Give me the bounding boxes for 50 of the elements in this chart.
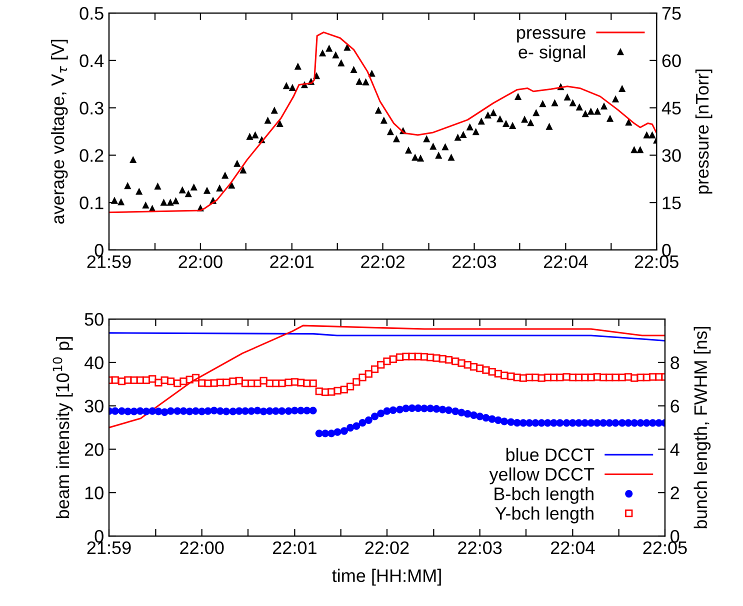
y2-axis-title: bunch length, FWHM [ns] <box>694 326 711 528</box>
line-series <box>109 332 665 342</box>
y-tick-label: 10 <box>85 486 104 500</box>
y-tick-label: 40 <box>84 356 104 370</box>
legend-label: B-bch length <box>494 486 594 504</box>
y-tick-label: 0.2 <box>80 149 104 162</box>
x-tick-label: 22:00 <box>178 255 222 268</box>
y2-tick-label: 60 <box>662 54 681 68</box>
y-tick-label: 0.5 <box>80 6 104 20</box>
legend-label: Y-bch length <box>495 506 594 524</box>
x-axis-title: time [HH:MM] <box>332 568 441 586</box>
x-tick-label: 22:05 <box>643 541 687 554</box>
y2-tick-label: 8 <box>670 356 680 370</box>
x-tick-label: 22:05 <box>634 255 678 268</box>
x-tick-label: 22:01 <box>273 541 316 554</box>
x-tick-label: 21:59 <box>87 255 131 268</box>
y-tick-label: 0 <box>94 244 104 257</box>
x-tick-label: 22:01 <box>270 255 314 268</box>
line-series <box>109 324 665 428</box>
y2-tick-label: 0 <box>670 530 680 543</box>
y-tick-label: 20 <box>84 443 104 456</box>
y-tick-label: 30 <box>84 400 104 413</box>
x-tick-label: 22:03 <box>452 255 496 268</box>
x-tick-label: 22:04 <box>551 541 595 554</box>
y-tick-label: 50 <box>84 312 104 326</box>
y2-tick-label: 30 <box>662 149 681 162</box>
x-tick-label: 22:04 <box>544 255 588 268</box>
y-tick-label: 0.1 <box>80 196 104 210</box>
y2-tick-label: 4 <box>670 443 680 456</box>
x-tick-label: 22:00 <box>180 541 224 554</box>
y2-tick-label: 75 <box>662 7 681 20</box>
y2-tick-label: 0 <box>662 244 671 257</box>
y2-tick-label: 45 <box>662 102 681 115</box>
x-tick-label: 22:02 <box>361 255 404 268</box>
y-tick-label: 0.3 <box>80 102 104 115</box>
legend-label: pressure <box>517 29 586 42</box>
x-tick-label: 22:02 <box>365 541 409 554</box>
y-axis-title: beam intensity [10$^{10}$ p] <box>52 337 73 518</box>
y-tick-label: 0 <box>94 530 104 543</box>
x-tick-label: 21:59 <box>87 541 131 554</box>
y2-tick-label: 2 <box>670 486 679 500</box>
legend-label: e- signal <box>518 45 585 62</box>
y-axis-title: average voltage, V$_{τ}$ [V] <box>50 40 68 224</box>
x-tick-label: 22:03 <box>458 541 502 554</box>
legend-label: yellow DCCT <box>489 467 594 484</box>
y2-tick-label: 15 <box>662 196 681 210</box>
y2-tick-label: 6 <box>670 400 680 413</box>
y-tick-label: 0.4 <box>80 54 104 68</box>
legend-label: blue DCCT <box>506 448 594 462</box>
y2-axis-title: pressure [nTorr] <box>695 70 712 194</box>
